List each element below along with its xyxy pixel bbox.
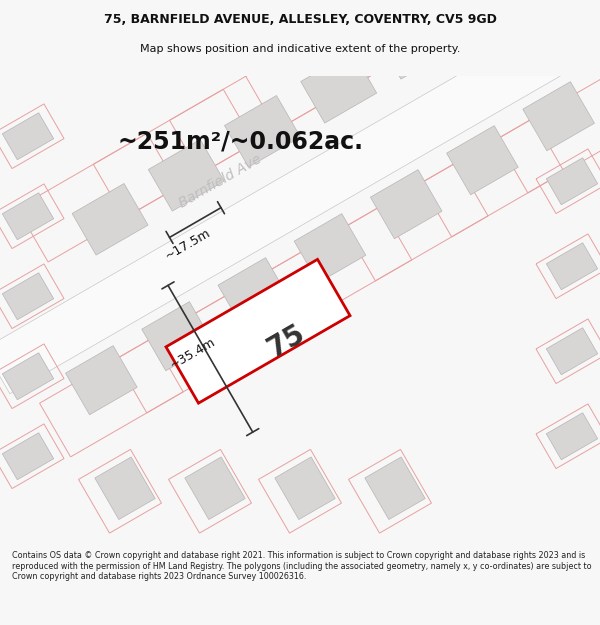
Polygon shape — [2, 112, 53, 160]
Polygon shape — [453, 0, 529, 35]
Text: Barnfield Ave: Barnfield Ave — [176, 152, 264, 211]
Polygon shape — [547, 412, 598, 460]
Polygon shape — [365, 457, 425, 519]
Polygon shape — [148, 139, 224, 211]
Polygon shape — [301, 51, 377, 123]
Polygon shape — [0, 0, 600, 394]
Text: ~251m²/~0.062ac.: ~251m²/~0.062ac. — [117, 129, 363, 153]
Polygon shape — [65, 346, 137, 415]
Text: 75, BARNFIELD AVENUE, ALLESLEY, COVENTRY, CV5 9GD: 75, BARNFIELD AVENUE, ALLESLEY, COVENTRY… — [104, 13, 496, 26]
Polygon shape — [377, 8, 453, 79]
Text: ~35.4m: ~35.4m — [167, 336, 217, 372]
Text: ~17.5m: ~17.5m — [162, 226, 212, 263]
Polygon shape — [547, 158, 598, 205]
Polygon shape — [72, 184, 148, 255]
Polygon shape — [370, 169, 442, 239]
Polygon shape — [142, 302, 214, 371]
Text: Contains OS data © Crown copyright and database right 2021. This information is : Contains OS data © Crown copyright and d… — [12, 551, 592, 581]
Polygon shape — [547, 328, 598, 375]
Text: Map shows position and indicative extent of the property.: Map shows position and indicative extent… — [140, 44, 460, 54]
Polygon shape — [95, 457, 155, 519]
Text: 75: 75 — [262, 319, 310, 363]
Polygon shape — [185, 457, 245, 519]
Polygon shape — [166, 259, 350, 403]
Polygon shape — [275, 457, 335, 519]
Polygon shape — [2, 192, 53, 240]
Polygon shape — [446, 126, 518, 195]
Polygon shape — [2, 432, 53, 480]
Polygon shape — [523, 82, 595, 151]
Polygon shape — [294, 214, 366, 282]
Polygon shape — [2, 272, 53, 320]
Polygon shape — [224, 96, 301, 167]
Polygon shape — [547, 242, 598, 290]
Polygon shape — [218, 258, 290, 327]
Polygon shape — [2, 352, 53, 400]
